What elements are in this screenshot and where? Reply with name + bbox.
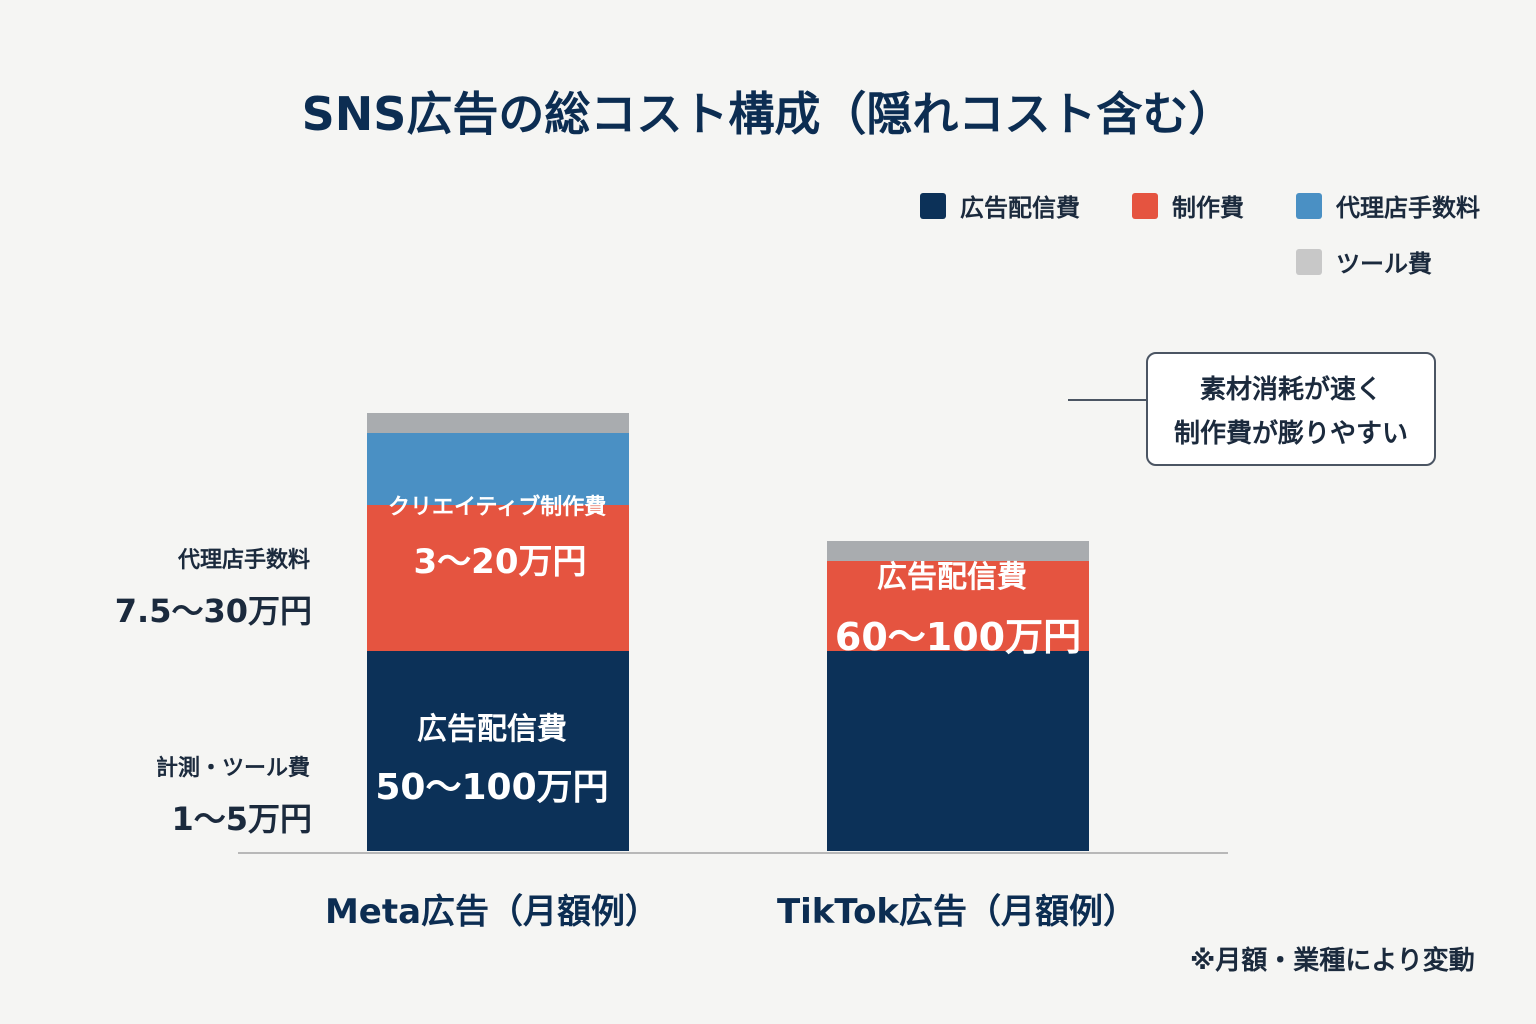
footnote: ※月額・業種により変動 — [1190, 946, 1475, 976]
x-label-tiktok: TikTok広告（月額例） — [776, 892, 1138, 932]
legend-label-agency: 代理店手数料 — [1336, 194, 1480, 222]
meta-delivery-value: 50～100万円 — [375, 767, 609, 808]
annotation-line-1: 素材消耗が速く — [1199, 375, 1382, 405]
meta-creative-label: クリエイティブ制作費 — [388, 495, 607, 520]
legend-label-creative: 制作費 — [1172, 194, 1244, 222]
meta-creative-value: 3～20万円 — [413, 542, 587, 582]
legend-swatch-tool — [1296, 248, 1322, 275]
bar-tiktok-delivery — [827, 651, 1089, 851]
bar-meta-tool — [367, 413, 629, 433]
legend-item-creative: 制作費 — [1132, 188, 1244, 223]
meta-delivery-label: 広告配信費 — [417, 712, 567, 747]
side-label-agency-name: 代理店手数料 — [177, 548, 310, 573]
bar-tiktok-creative — [827, 561, 1089, 651]
bar-meta-delivery — [367, 651, 629, 851]
x-label-meta: Meta広告（月額例） — [324, 892, 660, 932]
annotation-line-2: 制作費が膨りやすい — [1173, 419, 1408, 449]
legend-label-tool: ツール費 — [1336, 250, 1432, 278]
side-label-agency-value: 7.5～30万円 — [114, 592, 312, 630]
bar-tiktok-tool — [827, 541, 1089, 561]
annotation-callout: 素材消耗が速く 制作費が膨りやすい — [1146, 352, 1436, 466]
legend-item-delivery: 広告配信費 — [920, 188, 1080, 223]
tiktok-delivery-label: 広告配信費 — [877, 560, 1027, 595]
legend-label-delivery: 広告配信費 — [960, 194, 1080, 222]
tiktok-delivery-value: 60～100万円 — [834, 615, 1082, 659]
legend-swatch-creative — [1132, 192, 1158, 219]
legend-item-tool: ツール費 — [1296, 244, 1432, 279]
bar-meta-creative — [367, 505, 629, 651]
legend-item-agency: 代理店手数料 — [1296, 188, 1480, 223]
legend-swatch-delivery — [920, 192, 946, 219]
side-label-tool-name: 計測・ツール費 — [155, 756, 310, 781]
bar-meta-agency — [367, 433, 629, 505]
chart-title: SNS広告の総コスト構成（隠れコスト含む） — [301, 87, 1235, 141]
legend-swatch-agency — [1296, 192, 1322, 219]
side-label-tool-value: 1～5万円 — [171, 800, 312, 838]
